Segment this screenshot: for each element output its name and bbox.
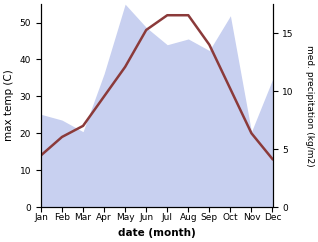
Y-axis label: max temp (C): max temp (C) bbox=[4, 70, 14, 142]
Y-axis label: med. precipitation (kg/m2): med. precipitation (kg/m2) bbox=[305, 45, 314, 166]
X-axis label: date (month): date (month) bbox=[118, 228, 196, 238]
